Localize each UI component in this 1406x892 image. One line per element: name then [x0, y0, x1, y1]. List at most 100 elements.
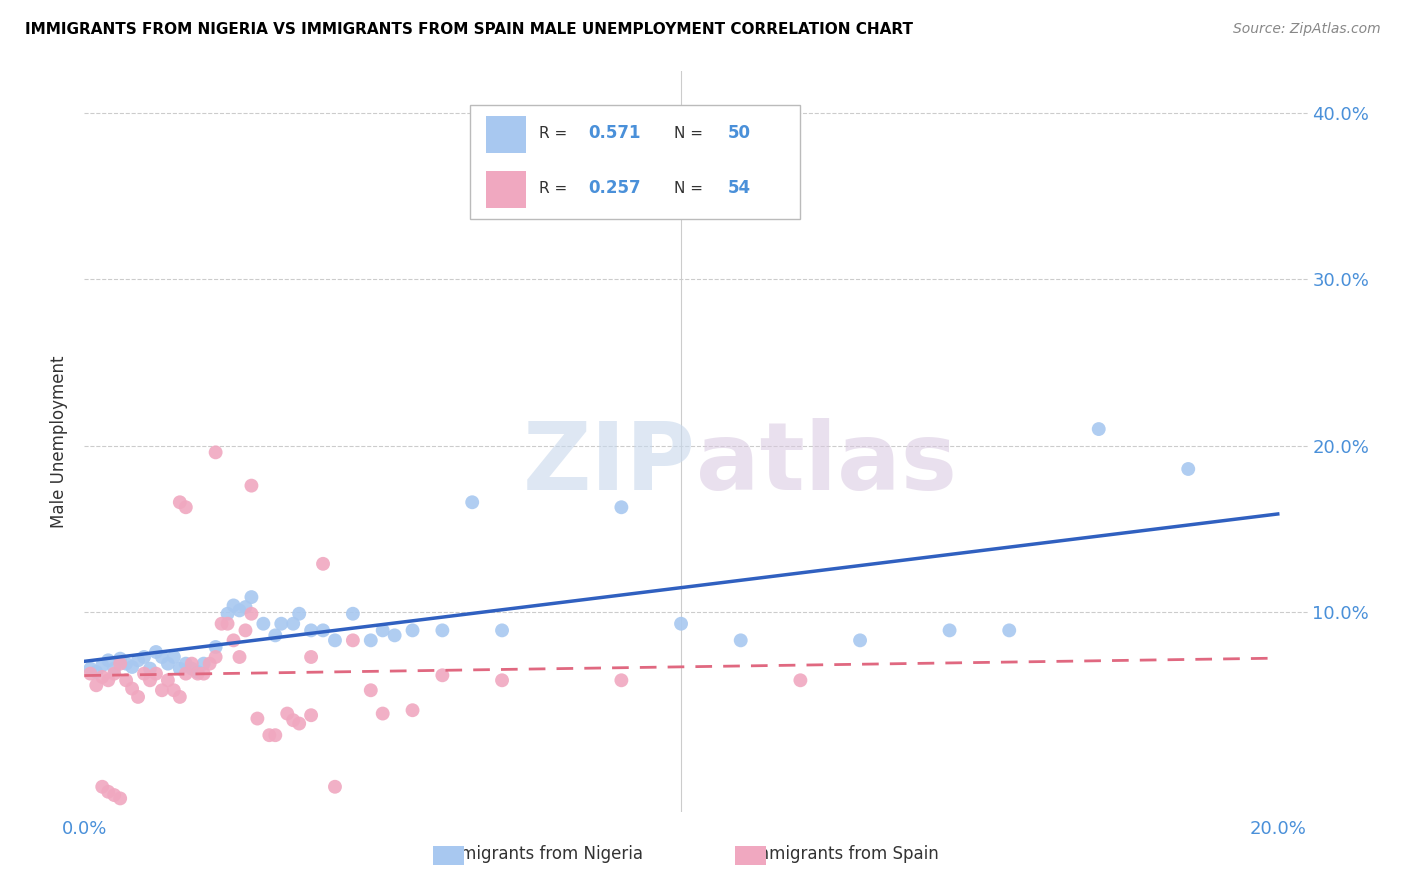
Text: Immigrants from Nigeria: Immigrants from Nigeria — [439, 846, 644, 863]
Point — [187, 666, 209, 681]
Point — [108, 657, 131, 671]
Point — [228, 650, 250, 665]
Point — [156, 673, 179, 688]
Point — [204, 445, 226, 459]
Point — [342, 607, 364, 621]
Point — [180, 662, 202, 676]
Point — [79, 666, 101, 681]
Point — [288, 716, 311, 731]
Text: Source: ZipAtlas.com: Source: ZipAtlas.com — [1233, 22, 1381, 37]
Point — [401, 624, 423, 638]
Point — [150, 683, 173, 698]
Point — [187, 665, 209, 679]
Point — [193, 657, 215, 671]
Point — [849, 633, 872, 648]
Point — [204, 640, 226, 654]
Point — [491, 624, 513, 638]
Point — [789, 673, 811, 688]
Point — [432, 668, 454, 682]
Point — [669, 616, 692, 631]
Point — [97, 785, 120, 799]
Point — [174, 666, 197, 681]
Point — [222, 633, 245, 648]
Point — [103, 662, 125, 676]
Point — [312, 557, 335, 571]
Point — [97, 673, 120, 688]
Point — [360, 683, 382, 698]
Point — [198, 657, 221, 671]
Y-axis label: Male Unemployment: Male Unemployment — [51, 355, 69, 528]
Point — [222, 599, 245, 613]
Point — [156, 657, 179, 671]
Point — [145, 645, 167, 659]
Point — [228, 603, 250, 617]
Point — [193, 666, 215, 681]
Point — [259, 728, 281, 742]
Point — [360, 633, 382, 648]
Point — [288, 607, 311, 621]
Point — [217, 607, 239, 621]
Point — [276, 706, 298, 721]
Point — [91, 780, 114, 794]
Point — [312, 624, 335, 638]
Text: Immigrants from Spain: Immigrants from Spain — [748, 846, 939, 863]
Point — [610, 500, 633, 515]
Point — [84, 678, 107, 692]
Point — [145, 666, 167, 681]
Point — [235, 600, 257, 615]
Point — [283, 713, 305, 727]
Point — [97, 653, 120, 667]
Point — [246, 712, 269, 726]
Point — [264, 728, 287, 742]
Point — [371, 706, 394, 721]
Point — [180, 657, 202, 671]
Point — [127, 690, 149, 704]
Text: IMMIGRANTS FROM NIGERIA VS IMMIGRANTS FROM SPAIN MALE UNEMPLOYMENT CORRELATION C: IMMIGRANTS FROM NIGERIA VS IMMIGRANTS FR… — [25, 22, 914, 37]
Point — [204, 650, 226, 665]
Text: ZIP: ZIP — [523, 417, 696, 509]
Point — [91, 658, 114, 673]
Point — [150, 650, 173, 665]
Point — [103, 788, 125, 802]
Point — [323, 633, 346, 648]
Point — [461, 495, 484, 509]
Point — [169, 495, 191, 509]
Point — [342, 633, 364, 648]
Point — [174, 500, 197, 515]
Point — [1177, 462, 1199, 476]
Point — [401, 703, 423, 717]
Point — [132, 650, 155, 665]
Point — [108, 791, 131, 805]
Point — [139, 662, 162, 676]
Point — [132, 666, 155, 681]
Point — [432, 624, 454, 638]
Point — [121, 681, 143, 696]
Point — [491, 673, 513, 688]
Point — [235, 624, 257, 638]
Point — [299, 708, 322, 723]
Point — [103, 666, 125, 681]
Point — [252, 616, 274, 631]
Point — [121, 660, 143, 674]
Text: atlas: atlas — [696, 417, 957, 509]
Point — [323, 780, 346, 794]
Point — [115, 673, 138, 688]
Point — [139, 673, 162, 688]
Point — [371, 624, 394, 638]
Point — [730, 633, 752, 648]
Point — [163, 650, 186, 665]
Point — [169, 690, 191, 704]
Point — [240, 478, 263, 492]
Point — [91, 670, 114, 684]
Point — [84, 665, 107, 679]
Point — [270, 616, 292, 631]
Point — [108, 651, 131, 665]
Point — [79, 662, 101, 676]
Point — [240, 607, 263, 621]
Point — [610, 673, 633, 688]
Point — [384, 628, 406, 642]
Point — [217, 616, 239, 631]
Point — [115, 657, 138, 671]
Point — [163, 683, 186, 698]
Point — [264, 628, 287, 642]
